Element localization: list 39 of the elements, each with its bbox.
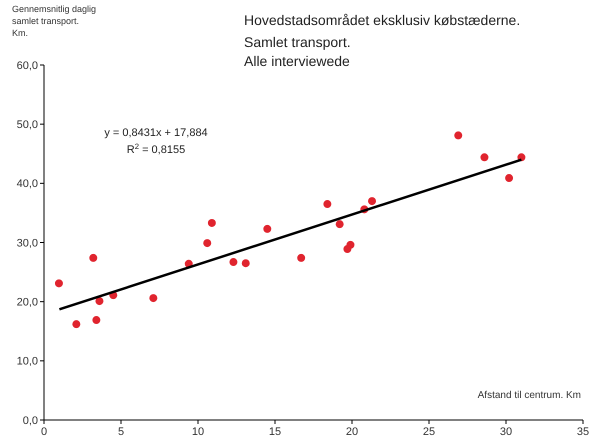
point xyxy=(229,258,238,266)
point xyxy=(505,174,514,182)
x-tick-label: 25 xyxy=(422,426,436,438)
point xyxy=(297,254,306,262)
point xyxy=(203,239,212,248)
x-tick-label: 35 xyxy=(576,426,589,438)
point xyxy=(323,200,332,208)
y-tick-label: 60,0 xyxy=(16,60,38,72)
y-tick-label: 50,0 xyxy=(16,119,38,132)
point xyxy=(92,316,100,324)
point xyxy=(208,218,216,227)
point xyxy=(346,240,354,249)
y-tick-label: 10,0 xyxy=(16,356,38,368)
chart-title: Hovedstadsområdet eksklusiv købstæderne. xyxy=(244,12,520,28)
y-axis-title: Gennemsnitlig daglig samlet transport. Km. xyxy=(12,4,96,38)
point xyxy=(263,224,272,233)
point xyxy=(242,259,250,268)
x-axis-title: Afstand til centrum. Km xyxy=(478,390,581,401)
point xyxy=(95,297,104,306)
x-tick-label: 20 xyxy=(346,426,358,438)
x-tick-label: 5 xyxy=(118,426,124,438)
point xyxy=(54,279,63,288)
point xyxy=(72,320,80,328)
y-tick-label: 20,0 xyxy=(16,296,38,309)
point xyxy=(336,220,344,228)
point xyxy=(368,197,376,206)
x-tick-label: 10 xyxy=(192,426,204,438)
annotation: y = 0,8431x + 17,884 R$^{2}$ = 0,8155 xyxy=(104,127,208,156)
point xyxy=(149,294,158,302)
x-tick-label: 15 xyxy=(268,426,282,438)
x-tick-label: 0 xyxy=(40,426,48,438)
y-tick-label: 0,0 xyxy=(22,414,38,427)
point xyxy=(454,131,462,140)
x-tick-label: 30 xyxy=(500,426,512,438)
y-tick-label: 40,0 xyxy=(16,178,38,190)
point xyxy=(89,254,98,262)
chart-subtitle: Samlet transport. Alle interviewede xyxy=(244,34,351,69)
point xyxy=(480,153,488,162)
y-tick-label: 30,0 xyxy=(16,237,38,250)
